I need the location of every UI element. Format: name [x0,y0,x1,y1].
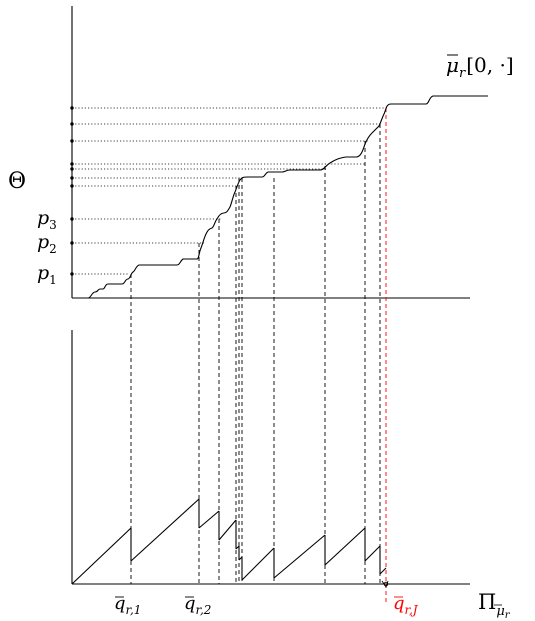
dot [70,241,74,245]
saw-segment [273,534,326,579]
dot [70,217,74,221]
saw-segment [379,567,387,575]
x-tick-q2: qr,2 [184,593,211,617]
horizontal-guides [72,107,388,275]
y-tick-p2: p2 [37,231,57,256]
curve-label-symbol: μ [446,53,459,77]
y-axis-dots [70,106,74,276]
x-axis-label: Πμr [478,590,511,621]
x-tick-q1: qr,1 [114,593,141,617]
saw-segment [71,527,132,585]
curve-label-subscript: r [459,66,466,81]
vertical-connectors [130,124,381,584]
dot [70,106,74,110]
qJ-marker-dot [383,581,389,587]
dot [70,122,74,126]
y-axis-label: Θ [8,169,26,194]
y-tick-p3: p3 [37,207,57,232]
curve-label-suffix: [0, ·] [466,53,513,77]
dot [70,272,74,276]
saw-segment [130,498,200,562]
saw-segment [241,547,275,581]
x-tick-qJ: qr,J [393,593,419,617]
staircase-curve [72,95,488,299]
y-tick-p1: p1 [37,262,57,287]
saw-segment [198,510,220,529]
dot [70,176,74,180]
dot [70,167,74,171]
dot [70,139,74,143]
sawtooth [71,498,387,585]
saw-segment [218,519,237,541]
saw-segment [324,527,366,566]
curve-label: μr[0, ·] [446,53,514,81]
axes [71,6,470,585]
dot [70,162,74,166]
dot [70,184,74,188]
saw-segment [364,545,381,562]
